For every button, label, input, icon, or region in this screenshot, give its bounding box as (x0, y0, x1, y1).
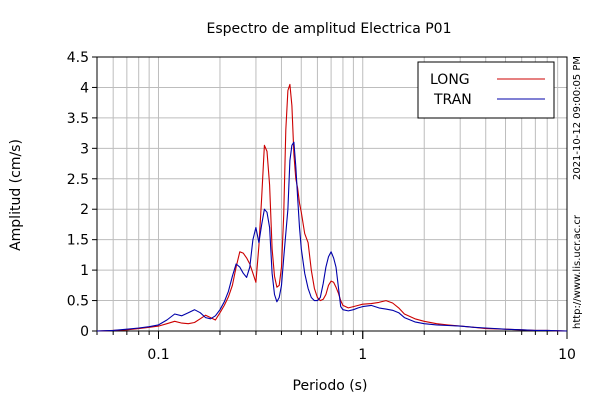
x-tick-label: 0.1 (147, 347, 169, 363)
series-layer (96, 83, 568, 332)
legend-label-long: LONG (430, 72, 470, 88)
x-tick-label: 1 (358, 347, 367, 363)
y-tick-label: 0 (80, 324, 89, 340)
x-axis-ticks: 0.1 1 10 (96, 331, 576, 363)
y-tick-label: 2 (80, 202, 89, 218)
url-annotation: http://www.lis.ucr.ac.cr (572, 214, 583, 329)
y-tick-label: 1 (80, 263, 89, 279)
y-tick-label: 4.5 (67, 50, 89, 66)
legend: LONG TRAN (417, 61, 555, 119)
y-axis-label: Amplitud (cm/s) (8, 139, 24, 251)
y-tick-label: 2.5 (67, 172, 89, 188)
plot-frame (96, 56, 568, 332)
legend-box (417, 61, 555, 119)
y-tick-label: 4 (80, 80, 89, 96)
timestamp-annotation: 2021-10-12 09:00:05 PM (572, 56, 583, 180)
y-tick-label: 1.5 (67, 233, 89, 249)
series-line-long (96, 83, 568, 332)
grid-layer (97, 57, 567, 331)
y-tick-label: 0.5 (67, 294, 89, 310)
series-line-tran (96, 141, 568, 332)
legend-label-tran: TRAN (433, 92, 472, 108)
y-axis-ticks: 0 0.5 1 1.5 2 2.5 3 3.5 4 4.5 (67, 50, 97, 340)
y-tick-label: 3 (80, 141, 89, 157)
chart-title: Espectro de amplitud Electrica P01 (207, 21, 452, 37)
y-tick-label: 3.5 (67, 111, 89, 127)
x-tick-label: 10 (558, 347, 576, 363)
x-axis-label: Periodo (s) (293, 378, 368, 394)
